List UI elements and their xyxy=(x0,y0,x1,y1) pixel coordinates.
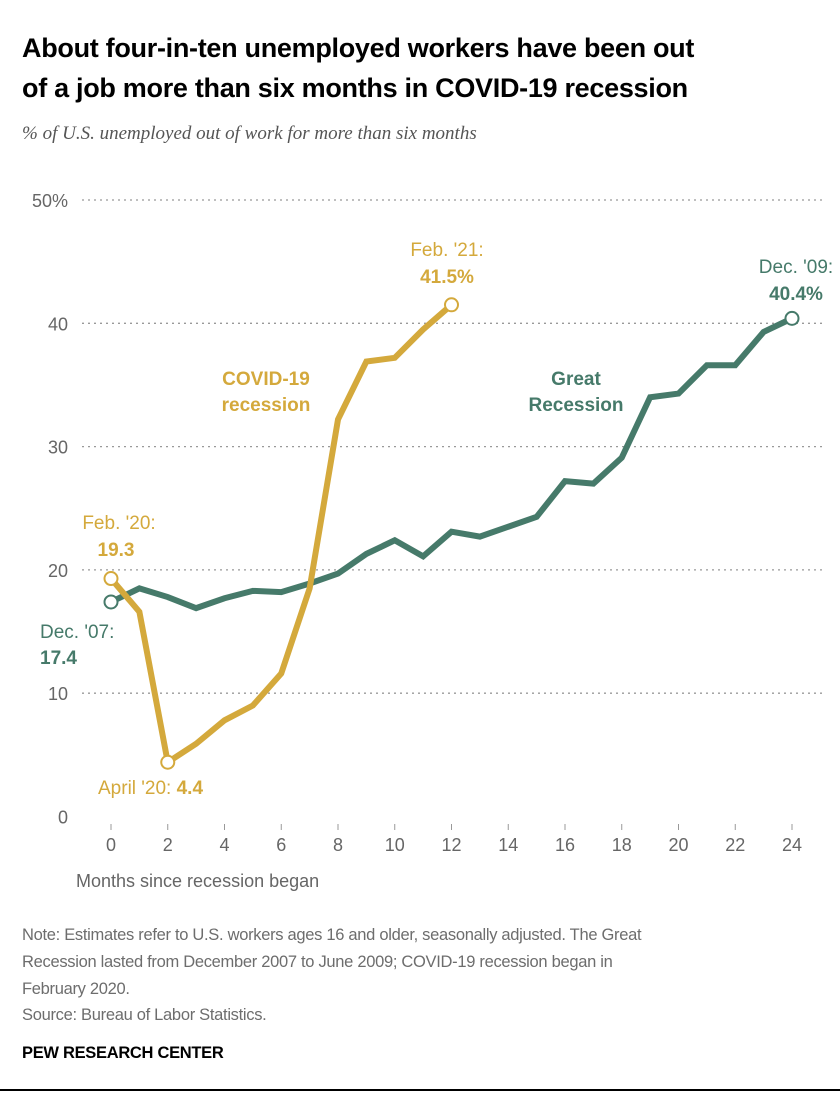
endpoint-marker xyxy=(784,310,800,326)
gr-start-label: Dec. '07: xyxy=(40,622,114,643)
bottom-rule xyxy=(0,1089,840,1091)
chart-title-line-2: of a job more than six months in COVID-1… xyxy=(22,73,688,103)
note-line-2: Recession lasted from December 2007 to J… xyxy=(22,953,613,971)
great-recession-line xyxy=(109,315,794,612)
y-tick-label: 40 xyxy=(48,314,68,334)
x-tick-label: 18 xyxy=(612,835,632,855)
x-axis-label: Months since recession began xyxy=(76,871,319,891)
series-lines xyxy=(103,297,800,770)
covid-end-label: Feb. '21: xyxy=(410,240,483,261)
y-tick-label: 20 xyxy=(48,561,68,581)
y-axis: 0 10 20 30 40 50% xyxy=(32,191,68,828)
low-point-marker xyxy=(160,754,176,770)
covid-end-value: 41.5% xyxy=(420,267,474,288)
gr-start-value: 17.4 xyxy=(40,648,77,669)
covid-start-label: Feb. '20: xyxy=(82,513,155,534)
x-tick-label: 10 xyxy=(385,835,405,855)
covid-start-value: 19.3 xyxy=(98,540,135,561)
y-tick-label: 0 xyxy=(58,808,68,828)
endpoint-marker xyxy=(103,571,119,587)
x-tick-label: 6 xyxy=(276,835,286,855)
gr-series-label-1: Great xyxy=(551,369,601,390)
gridlines xyxy=(82,199,826,694)
x-tick-label: 14 xyxy=(498,835,518,855)
y-tick-label: 30 xyxy=(48,438,68,458)
x-tick-label: 12 xyxy=(441,835,461,855)
gr-end-value: 40.4% xyxy=(769,284,823,305)
chart-title-line-1: About four-in-ten unemployed workers hav… xyxy=(22,33,694,63)
x-tick-label: 8 xyxy=(333,835,343,855)
covid-low-label: April '20: xyxy=(98,778,177,799)
covid-series-label-2: recession xyxy=(222,395,311,416)
x-tick-label: 16 xyxy=(555,835,575,855)
y-tick-label: 50% xyxy=(32,191,68,211)
y-tick-label: 10 xyxy=(48,684,68,704)
covid-low-value: 4.4 xyxy=(177,778,204,799)
x-tick-label: 20 xyxy=(668,835,688,855)
x-tick-label: 22 xyxy=(725,835,745,855)
x-tick-label: 0 xyxy=(106,835,116,855)
endpoint-marker xyxy=(444,297,459,313)
covid-series-label-1: COVID-19 xyxy=(222,369,310,390)
chart-subtitle: % of U.S. unemployed out of work for mor… xyxy=(22,123,477,144)
source-line: Source: Bureau of Labor Statistics. xyxy=(22,1006,266,1024)
gr-series-label-2: Recession xyxy=(528,395,623,416)
x-tick-label: 4 xyxy=(219,835,229,855)
covid-low-annotation: April '20: 4.4 xyxy=(98,778,203,799)
x-axis: 0 2 4 6 8 10 12 14 16 18 20 22 24 xyxy=(106,824,802,855)
x-tick-label: 24 xyxy=(782,835,802,855)
brand-logo: PEW RESEARCH CENTER xyxy=(22,1044,224,1062)
x-tick-label: 2 xyxy=(163,835,173,855)
gr-end-label: Dec. '09: xyxy=(759,257,833,278)
endpoint-marker xyxy=(103,594,119,610)
note-line-1: Note: Estimates refer to U.S. workers ag… xyxy=(22,926,642,944)
note-line-3: February 2020. xyxy=(22,980,130,998)
